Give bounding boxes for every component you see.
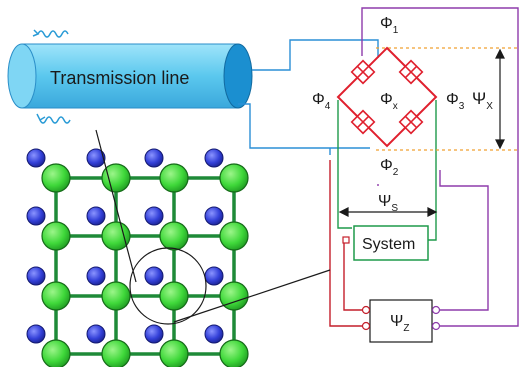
green-atom	[41, 339, 71, 367]
system-box: System	[342, 225, 429, 261]
psi-s-label: ΨS	[378, 193, 398, 214]
purple-wire	[361, 7, 519, 327]
blue-atom	[204, 266, 224, 286]
transmission-line-cable: Transmission line	[7, 43, 253, 109]
green-wires	[337, 100, 437, 241]
lattice-atoms	[26, 148, 249, 367]
blue-atom	[144, 206, 164, 226]
phi-2-label: Φ2	[380, 157, 399, 178]
green-atom	[219, 163, 249, 193]
blue-atom	[86, 266, 106, 286]
green-atom	[219, 221, 249, 251]
phi-4-label: Φ4	[312, 91, 331, 112]
blue-wires	[238, 39, 379, 155]
red-wires	[329, 160, 362, 327]
system-label: System	[362, 236, 415, 253]
pointer-line	[95, 129, 137, 283]
blue-atom	[26, 206, 46, 226]
green-atom	[159, 339, 189, 367]
blue-atom	[86, 206, 106, 226]
blue-atom	[86, 324, 106, 344]
blue-atom	[204, 206, 224, 226]
bridge-diamond	[336, 46, 438, 148]
blue-atom	[204, 324, 224, 344]
blue-atom	[204, 148, 224, 168]
green-atom	[159, 281, 189, 311]
green-atom	[159, 163, 189, 193]
green-atom	[41, 221, 71, 251]
green-atom	[219, 281, 249, 311]
phi-3-label: Φ3	[446, 91, 465, 112]
psi-s-arrow	[338, 207, 438, 217]
green-atom	[101, 163, 131, 193]
dashed-guides	[376, 47, 520, 151]
wave-arrow-icon	[32, 29, 71, 124]
transmission-line-label: Transmission line	[50, 68, 189, 88]
josephson-junction-icon	[350, 59, 424, 135]
phi-1-label: Φ1	[380, 15, 399, 36]
blue-atom	[26, 266, 46, 286]
magnifier-circle-icon	[129, 247, 331, 325]
psi-z-label: ΨZ	[390, 313, 409, 334]
blue-atom	[144, 324, 164, 344]
green-atom	[101, 281, 131, 311]
blue-atom	[26, 148, 46, 168]
green-atom	[101, 339, 131, 367]
green-atom	[101, 221, 131, 251]
psi-x-label: ΨX	[472, 89, 493, 112]
green-atom	[41, 281, 71, 311]
green-atom	[219, 339, 249, 367]
psi-x-arrow	[495, 48, 505, 150]
blue-atom	[144, 266, 164, 286]
blue-atom	[86, 148, 106, 168]
phi-x-label: Φx	[380, 91, 398, 112]
blue-atom	[144, 148, 164, 168]
green-atom	[159, 221, 189, 251]
psi-z-box: ΨZ	[361, 299, 441, 343]
blue-atom	[26, 324, 46, 344]
green-atom	[41, 163, 71, 193]
